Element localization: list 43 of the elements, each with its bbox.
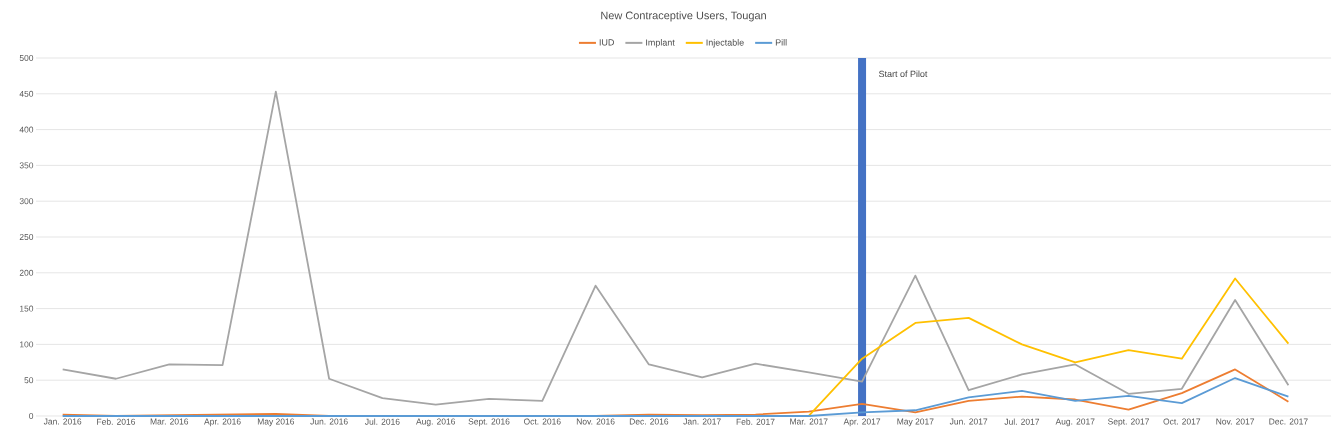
y-tick-label: 150: [20, 305, 34, 312]
x-tick-label: Dec. 2016: [629, 418, 669, 425]
ref-line-label: Start of Pilot: [878, 70, 928, 78]
x-tick-label: Jun. 2016: [310, 418, 348, 425]
x-tick-label: Apr. 2017: [843, 418, 881, 427]
x-tick-label: Apr. 2016: [204, 418, 241, 427]
x-tick-label: Jan. 2016: [43, 418, 82, 425]
x-tick-label: Jul. 2016: [364, 418, 400, 425]
legend-label: Injectable: [706, 39, 744, 48]
x-tick-label: Dec. 2017: [1269, 418, 1308, 425]
x-tick-label: Aug. 2016: [416, 418, 456, 427]
legend-label: Pill: [775, 39, 787, 46]
chart-title: New Contraceptive Users, Tougan: [601, 11, 766, 22]
x-tick-label: Feb. 2016: [97, 418, 136, 425]
x-tick-label: Mar. 2017: [790, 418, 828, 425]
y-tick-label: 350: [19, 162, 34, 169]
x-tick-label: Jun. 2017: [949, 418, 988, 425]
x-tick-label: Jul. 2017: [1004, 418, 1040, 425]
legend-label: IUD: [599, 39, 614, 46]
y-tick-label: 500: [19, 55, 34, 61]
y-tick-label: 400: [19, 126, 34, 133]
x-tick-label: Jan. 2017: [683, 418, 721, 425]
y-tick-label: 100: [20, 341, 34, 348]
line-series: [807, 277, 1290, 417]
x-tick-label: Aug. 2017: [1055, 418, 1095, 427]
line-series: [61, 90, 1290, 406]
y-tick-label: 450: [19, 90, 34, 97]
x-tick-label: May 2017: [897, 418, 934, 427]
legend-label: Implant: [646, 39, 675, 48]
y-tick-label: 0: [29, 412, 34, 419]
x-tick-label: Feb. 2017: [736, 418, 775, 425]
x-tick-label: May 2016: [257, 418, 295, 427]
y-tick-label: 250: [19, 234, 34, 240]
x-tick-label: Mar. 2016: [150, 418, 189, 425]
x-tick-label: Sept. 2017: [1108, 418, 1149, 427]
x-tick-label: Oct. 2016: [523, 418, 561, 425]
y-tick-label: 50: [24, 377, 34, 384]
y-tick-label: 300: [19, 198, 34, 205]
x-tick-label: Nov. 2017: [1216, 418, 1255, 425]
x-tick-label: Oct. 2017: [1163, 418, 1201, 425]
x-tick-label: Sept. 2016: [468, 418, 510, 427]
x-tick-label: Nov. 2016: [576, 418, 615, 425]
y-tick-label: 200: [19, 269, 34, 276]
